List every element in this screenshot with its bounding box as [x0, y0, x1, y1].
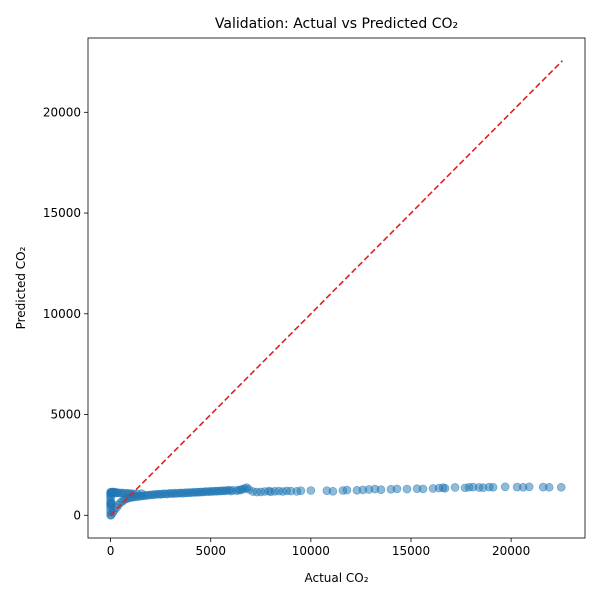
data-point — [524, 482, 534, 492]
x-tick-label: 5000 — [195, 544, 226, 558]
y-axis-label: Predicted CO₂ — [14, 246, 28, 329]
y-tick-label: 15000 — [43, 206, 81, 220]
y-axis-ticks: 0 5000 10000 15000 20000 — [43, 105, 88, 522]
y-tick-label: 5000 — [50, 408, 81, 422]
data-point — [376, 485, 386, 494]
data-point — [402, 484, 412, 494]
data-point — [296, 486, 306, 495]
data-point — [500, 482, 510, 492]
x-tick-label: 20000 — [492, 544, 530, 558]
data-point — [306, 486, 316, 495]
data-point — [328, 486, 338, 496]
data-point — [418, 484, 428, 494]
x-tick-label: 0 — [107, 544, 115, 558]
x-axis-ticks: 0 5000 10000 15000 20000 — [107, 538, 530, 558]
reference-line — [110, 60, 563, 516]
data-point — [440, 483, 450, 493]
data-point — [488, 482, 498, 492]
data-point — [556, 482, 566, 492]
scatter-points — [106, 482, 566, 520]
data-point — [450, 483, 460, 492]
plot-area — [87, 37, 586, 539]
y-tick-label: 0 — [73, 508, 81, 522]
x-tick-label: 15000 — [392, 544, 430, 558]
x-tick-label: 10000 — [292, 544, 330, 558]
data-point — [392, 484, 402, 494]
y-tick-label: 20000 — [43, 105, 81, 119]
chart-title: Validation: Actual vs Predicted CO₂ — [215, 16, 458, 32]
y-tick-label: 10000 — [43, 307, 81, 321]
data-point — [342, 485, 352, 495]
x-axis-label: Actual CO₂ — [304, 571, 368, 585]
data-point — [544, 482, 554, 492]
